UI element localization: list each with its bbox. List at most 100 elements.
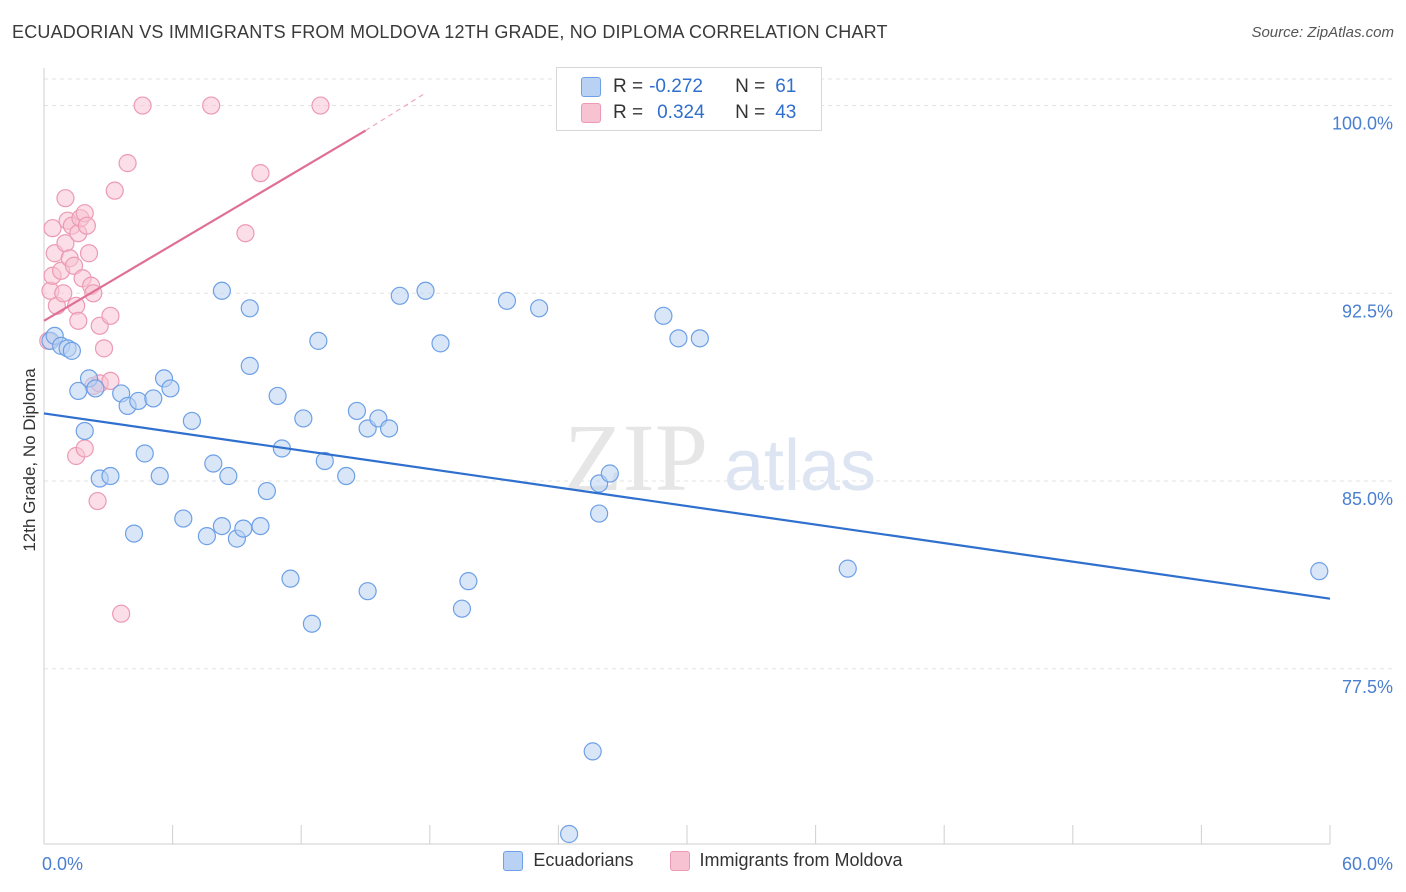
point-ecuadorians (150, 466, 169, 486)
point-ecuadorians (174, 509, 193, 528)
point-ecuadorians (124, 524, 144, 543)
legend-swatch-moldova (669, 850, 690, 871)
point-ecuadorians (182, 411, 201, 431)
trendline-moldova-extension (365, 92, 426, 132)
point-ecuadorians (497, 291, 517, 310)
r-label: R = (613, 102, 644, 123)
point-ecuadorians (129, 391, 148, 411)
point-moldova (75, 439, 94, 458)
point-ecuadorians (204, 454, 223, 473)
point-ecuadorians (302, 614, 322, 633)
point-ecuadorians (431, 334, 450, 353)
chart-title: ECUADORIAN VS IMMIGRANTS FROM MOLDOVA 12… (12, 22, 888, 42)
point-ecuadorians (459, 572, 478, 591)
point-moldova (43, 219, 62, 238)
point-ecuadorians (390, 286, 409, 305)
point-ecuadorians (690, 329, 709, 348)
r-value: -0.272 (649, 76, 703, 97)
legend-label: Immigrants from Moldova (699, 850, 903, 870)
n-label: N = (735, 102, 766, 123)
point-moldova (236, 224, 255, 243)
legend-item-ecuadorians: Ecuadorians (503, 850, 634, 871)
point-ecuadorians (654, 306, 673, 325)
point-ecuadorians (161, 379, 180, 398)
n-label: N = (735, 76, 766, 97)
series-legend: Ecuadorians Immigrants from Moldova (0, 850, 1406, 871)
point-ecuadorians (530, 299, 549, 318)
point-ecuadorians (583, 742, 602, 761)
point-ecuadorians (452, 599, 472, 618)
point-ecuadorians (234, 519, 253, 538)
swatch-ecuadorians (581, 77, 601, 97)
point-ecuadorians (416, 281, 435, 300)
point-ecuadorians (838, 559, 857, 578)
point-ecuadorians (144, 389, 163, 408)
point-moldova (101, 306, 120, 325)
point-moldova (77, 216, 96, 235)
point-ecuadorians (669, 329, 688, 348)
r-label: R = (613, 76, 644, 97)
point-ecuadorians (1310, 562, 1329, 581)
point-ecuadorians (240, 356, 259, 375)
stats-row-ecuadorians: R = -0.272 N = 61 (581, 75, 796, 99)
point-ecuadorians (358, 582, 377, 601)
point-ecuadorians (600, 464, 619, 483)
point-ecuadorians (62, 341, 81, 360)
point-ecuadorians (240, 299, 259, 318)
point-moldova (112, 604, 131, 623)
y-tick-label: 77.5% (1342, 677, 1393, 697)
stats-row-moldova: R = 0.324 N = 43 (581, 101, 796, 125)
point-moldova (118, 154, 137, 173)
point-moldova (94, 339, 114, 358)
watermark-atlas: atlas (724, 426, 876, 506)
point-moldova (202, 96, 221, 115)
axes (43, 68, 1331, 845)
point-ecuadorians (315, 451, 334, 471)
point-ecuadorians (337, 466, 356, 486)
y-tick-label: 92.5% (1342, 301, 1393, 321)
trendline-moldova (43, 129, 367, 322)
point-ecuadorians (197, 527, 216, 546)
point-ecuadorians (281, 569, 300, 588)
point-ecuadorians (86, 379, 105, 398)
point-moldova (101, 371, 120, 391)
point-ecuadorians (309, 331, 328, 350)
legend-swatch-ecuadorians (503, 850, 524, 871)
point-moldova (133, 96, 152, 115)
point-ecuadorians (75, 421, 94, 441)
point-ecuadorians (347, 401, 367, 421)
n-value: 61 (775, 76, 797, 97)
point-ecuadorians (268, 386, 287, 406)
point-ecuadorians (294, 409, 313, 428)
legend-item-moldova: Immigrants from Moldova (669, 850, 903, 871)
point-ecuadorians (212, 516, 231, 536)
point-ecuadorians (251, 516, 270, 536)
legend-label: Ecuadorians (533, 850, 634, 870)
point-ecuadorians (590, 504, 609, 523)
point-ecuadorians (219, 466, 238, 486)
x-tick-label: 0.0% (42, 854, 83, 874)
watermark-zip: ZIP (564, 404, 708, 511)
point-ecuadorians (379, 419, 399, 438)
point-moldova (54, 284, 73, 303)
point-ecuadorians (257, 481, 277, 501)
swatch-moldova (581, 103, 601, 123)
point-moldova (69, 311, 88, 330)
point-ecuadorians (101, 466, 120, 486)
n-value: 43 (775, 102, 797, 123)
r-value: 0.324 (657, 102, 705, 123)
x-tick-label: 60.0% (1342, 854, 1393, 874)
point-moldova (88, 491, 107, 511)
point-moldova (56, 189, 75, 208)
point-ecuadorians (135, 444, 154, 463)
watermark: ZIP atlas (564, 404, 876, 511)
trendline-ecuadorians (43, 412, 1331, 600)
point-ecuadorians (212, 281, 231, 300)
point-ecuadorians (560, 824, 579, 844)
point-moldova (64, 256, 84, 275)
source-label: Source: ZipAtlas.com (1251, 24, 1394, 41)
point-moldova (251, 164, 270, 183)
point-moldova (79, 244, 99, 263)
point-moldova (105, 181, 124, 200)
